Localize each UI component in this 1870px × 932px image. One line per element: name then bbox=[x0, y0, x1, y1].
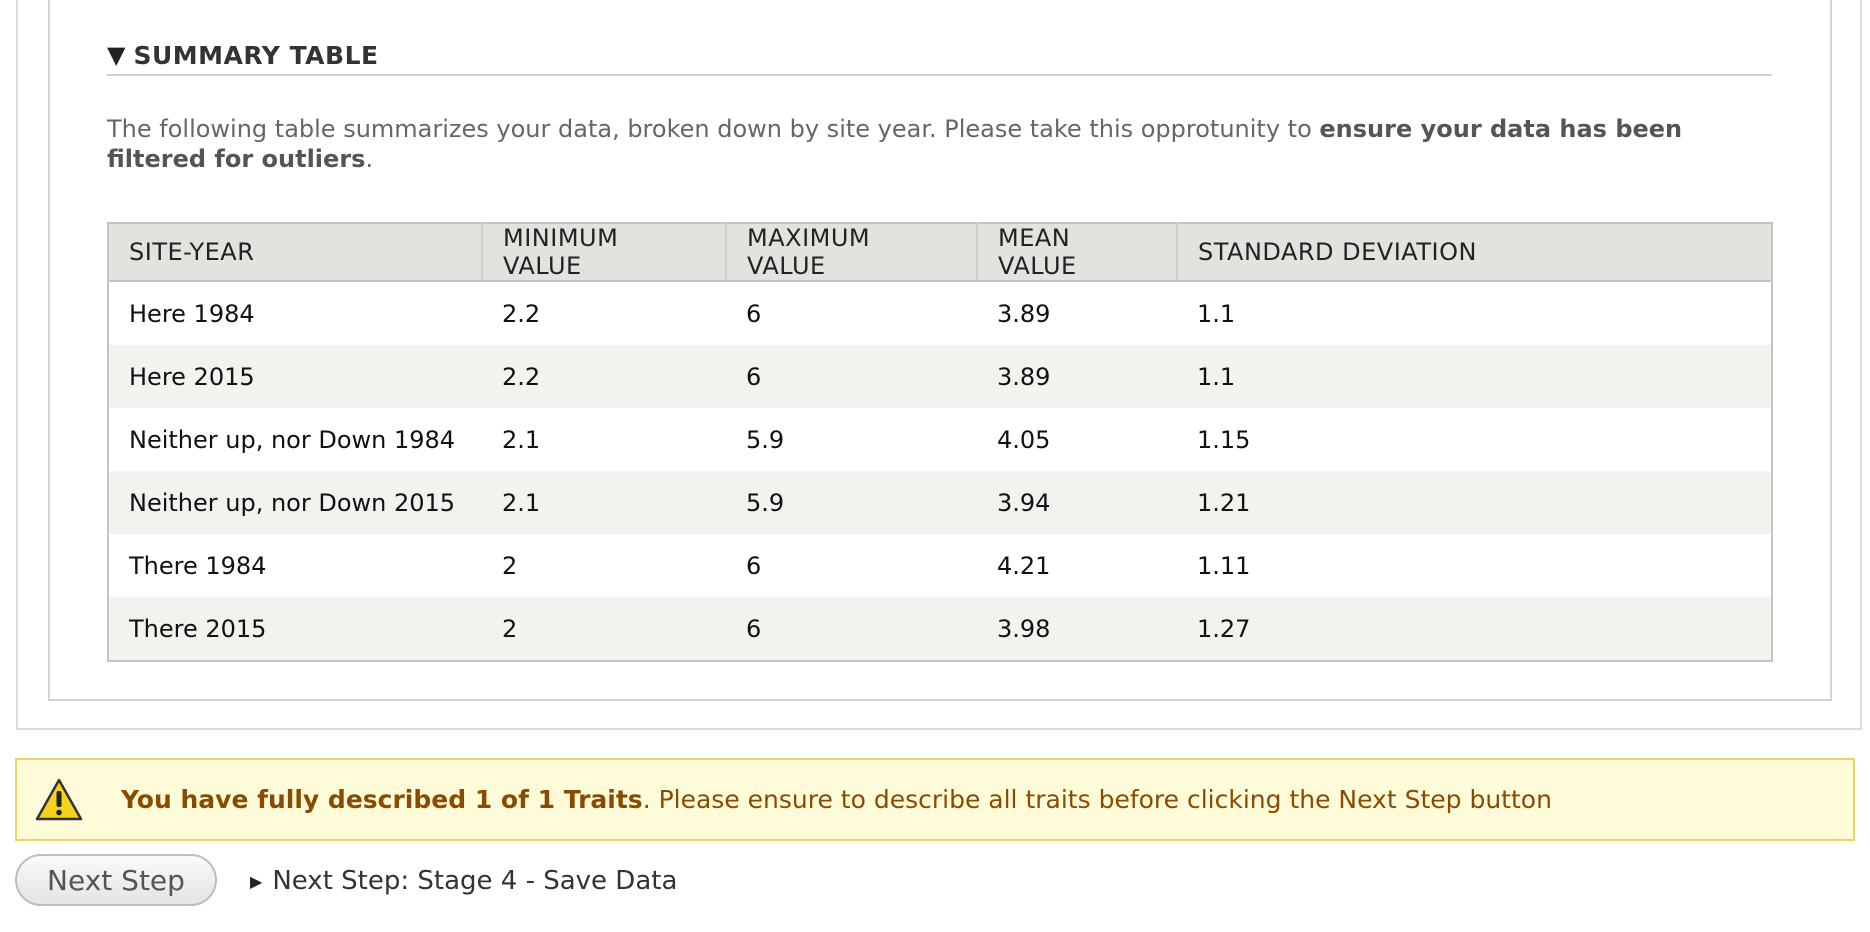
table-row: Neither up, nor Down 1984 2.1 5.9 4.05 1… bbox=[108, 408, 1772, 471]
table-row: There 1984 2 6 4.21 1.11 bbox=[108, 534, 1772, 597]
cell-mean: 3.98 bbox=[977, 597, 1177, 661]
section-title: SUMMARY TABLE bbox=[133, 40, 379, 70]
cell-mean: 3.94 bbox=[977, 471, 1177, 534]
warning-emphasis: You have fully described 1 of 1 Traits bbox=[121, 785, 643, 814]
column-header-std-dev: STANDARD DEVIATION bbox=[1177, 223, 1772, 282]
table-row: Here 1984 2.2 6 3.89 1.1 bbox=[108, 281, 1772, 345]
table-header-row: SITE-YEAR MINIMUM VALUE MAXIMUM VALUE ME… bbox=[108, 223, 1772, 282]
cell-maximum: 6 bbox=[726, 597, 977, 661]
inner-fieldset bbox=[48, 0, 1832, 701]
description-end: . bbox=[365, 145, 374, 173]
outer-fieldset bbox=[16, 0, 1862, 730]
warning-message: You have fully described 1 of 1 Traits. … bbox=[15, 758, 1855, 841]
table-row: There 2015 2 6 3.98 1.27 bbox=[108, 597, 1772, 661]
column-header-site-year: SITE-YEAR bbox=[108, 223, 483, 282]
description-text: The following table summarizes your data… bbox=[107, 115, 1320, 143]
cell-mean: 4.21 bbox=[977, 534, 1177, 597]
cell-std-dev: 1.11 bbox=[1177, 534, 1772, 597]
cell-site-year: Here 1984 bbox=[108, 281, 482, 345]
cell-maximum: 5.9 bbox=[726, 471, 977, 534]
cell-maximum: 6 bbox=[726, 345, 977, 408]
table-description: The following table summarizes your data… bbox=[107, 114, 1772, 174]
cell-mean: 4.05 bbox=[977, 408, 1177, 471]
cell-minimum: 2.1 bbox=[482, 408, 726, 471]
cell-site-year: Here 2015 bbox=[108, 345, 482, 408]
summary-table: SITE-YEAR MINIMUM VALUE MAXIMUM VALUE ME… bbox=[107, 222, 1773, 662]
caret-right-icon: ▶ bbox=[250, 871, 263, 891]
cell-minimum: 2.1 bbox=[482, 471, 726, 534]
description-emphasis: ensure your data has been filtered for o… bbox=[107, 115, 1683, 173]
cell-minimum: 2 bbox=[482, 597, 726, 661]
next-step-button[interactable]: Next Step bbox=[15, 854, 217, 906]
column-header-minimum: MINIMUM VALUE bbox=[482, 223, 727, 282]
cell-site-year: There 2015 bbox=[108, 597, 482, 661]
warning-text: You have fully described 1 of 1 Traits. … bbox=[121, 785, 1552, 814]
cell-std-dev: 1.15 bbox=[1177, 408, 1772, 471]
next-step-details-toggle[interactable]: ▶ Next Step: Stage 4 - Save Data bbox=[250, 866, 677, 896]
cell-minimum: 2 bbox=[482, 534, 726, 597]
cell-mean: 3.89 bbox=[977, 281, 1177, 345]
summary-table-toggle[interactable]: ▼ SUMMARY TABLE bbox=[107, 36, 1772, 76]
cell-std-dev: 1.1 bbox=[1177, 281, 1772, 345]
warning-detail: . Please ensure to describe all traits b… bbox=[642, 785, 1552, 814]
cell-mean: 3.89 bbox=[977, 345, 1177, 408]
cell-maximum: 6 bbox=[726, 534, 977, 597]
cell-minimum: 2.2 bbox=[482, 281, 726, 345]
next-step-details-label: Next Step: Stage 4 - Save Data bbox=[272, 866, 678, 896]
column-header-mean: MEAN VALUE bbox=[977, 223, 1178, 282]
cell-site-year: Neither up, nor Down 2015 bbox=[108, 471, 482, 534]
cell-maximum: 6 bbox=[726, 281, 977, 345]
table-row: Here 2015 2.2 6 3.89 1.1 bbox=[108, 345, 1772, 408]
column-header-maximum: MAXIMUM VALUE bbox=[726, 223, 978, 282]
collapse-triangle-icon: ▼ bbox=[107, 41, 126, 69]
table-row: Neither up, nor Down 2015 2.1 5.9 3.94 1… bbox=[108, 471, 1772, 534]
cell-std-dev: 1.27 bbox=[1177, 597, 1772, 661]
cell-site-year: Neither up, nor Down 1984 bbox=[108, 408, 482, 471]
cell-site-year: There 1984 bbox=[108, 534, 482, 597]
warning-icon bbox=[35, 778, 83, 820]
cell-std-dev: 1.21 bbox=[1177, 471, 1772, 534]
cell-std-dev: 1.1 bbox=[1177, 345, 1772, 408]
cell-minimum: 2.2 bbox=[482, 345, 726, 408]
cell-maximum: 5.9 bbox=[726, 408, 977, 471]
